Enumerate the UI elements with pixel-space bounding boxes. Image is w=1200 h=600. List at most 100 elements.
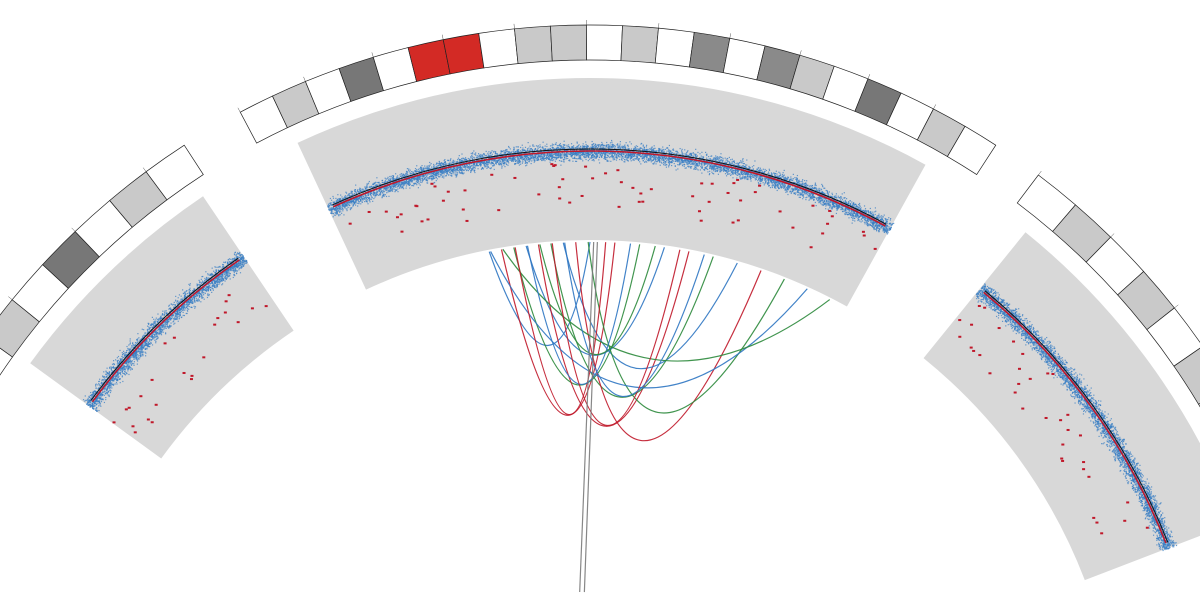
data-point xyxy=(806,180,808,182)
data-point xyxy=(187,310,189,312)
data-point xyxy=(172,314,174,316)
data-point xyxy=(131,360,133,362)
data-point xyxy=(119,367,121,369)
data-point xyxy=(379,194,382,196)
data-point xyxy=(159,330,161,332)
data-point xyxy=(768,169,771,171)
data-point xyxy=(844,213,846,215)
data-point xyxy=(246,260,248,262)
data-point xyxy=(455,166,457,168)
data-point xyxy=(823,193,826,195)
data-point xyxy=(518,158,520,160)
data-point xyxy=(542,157,544,159)
data-point xyxy=(758,177,760,180)
data-point xyxy=(431,175,433,178)
data-point xyxy=(240,261,242,263)
data-point xyxy=(162,327,164,329)
data-point xyxy=(220,276,222,278)
data-point xyxy=(222,265,224,267)
data-point xyxy=(150,336,153,338)
data-point xyxy=(196,287,199,289)
data-point xyxy=(706,157,708,159)
data-point xyxy=(222,277,224,279)
data-point xyxy=(216,274,218,276)
data-point xyxy=(205,290,208,292)
data-point xyxy=(434,168,436,171)
data-point xyxy=(186,305,188,307)
data-point xyxy=(208,287,210,290)
data-point xyxy=(397,188,399,190)
data-point xyxy=(133,354,135,356)
data-point xyxy=(184,291,186,293)
data-point xyxy=(138,355,140,357)
data-point xyxy=(155,319,157,321)
data-point xyxy=(721,159,723,161)
data-point xyxy=(240,264,243,266)
data-point xyxy=(127,370,129,372)
data-point xyxy=(113,378,116,381)
data-point xyxy=(214,282,216,284)
data-point xyxy=(117,361,119,363)
data-point xyxy=(186,292,188,295)
data-point xyxy=(116,363,118,365)
data-point xyxy=(127,359,129,361)
data-point xyxy=(454,169,456,172)
data-point xyxy=(708,156,710,158)
data-point xyxy=(112,379,114,381)
data-point xyxy=(238,259,241,261)
data-point xyxy=(186,289,188,292)
data-point xyxy=(141,351,143,354)
data-point xyxy=(138,358,140,360)
data-point xyxy=(111,363,114,365)
data-point xyxy=(228,259,230,261)
data-point xyxy=(194,301,196,303)
data-point xyxy=(134,347,136,349)
data-point xyxy=(93,405,95,407)
data-point xyxy=(236,257,238,260)
data-point xyxy=(839,197,841,199)
data-point xyxy=(685,167,687,169)
data-point xyxy=(119,357,121,360)
data-point xyxy=(183,296,186,299)
data-point xyxy=(153,322,155,324)
data-point xyxy=(865,221,867,223)
data-point xyxy=(160,316,162,318)
data-point xyxy=(591,157,593,159)
data-point xyxy=(128,365,130,367)
data-point xyxy=(208,282,210,284)
data-point xyxy=(233,270,235,272)
data-point xyxy=(100,394,102,396)
data-point xyxy=(170,325,172,327)
data-point xyxy=(95,402,97,405)
data-point xyxy=(145,344,147,346)
data-point xyxy=(100,382,102,385)
data-point xyxy=(91,405,94,408)
data-point xyxy=(688,162,690,165)
data-point xyxy=(201,290,203,292)
data-point xyxy=(566,144,568,146)
data-point xyxy=(559,145,561,147)
data-point xyxy=(183,305,185,307)
data-point xyxy=(185,293,187,296)
data-point xyxy=(194,307,196,309)
data-point xyxy=(611,149,613,151)
data-point xyxy=(214,266,216,268)
data-point xyxy=(110,379,113,381)
data-point xyxy=(563,140,565,142)
data-point xyxy=(159,325,161,327)
data-point xyxy=(238,263,240,265)
data-point xyxy=(640,143,642,145)
data-point xyxy=(173,318,175,320)
data-point xyxy=(229,268,231,270)
data-point xyxy=(139,339,141,341)
data-point xyxy=(96,396,99,398)
data-point xyxy=(619,148,621,150)
data-point xyxy=(175,295,177,298)
data-point xyxy=(879,221,881,223)
data-point xyxy=(236,270,238,272)
data-point xyxy=(330,199,333,201)
data-point xyxy=(560,147,562,150)
data-point xyxy=(155,331,157,333)
data-point xyxy=(100,393,102,395)
data-point xyxy=(225,275,227,277)
